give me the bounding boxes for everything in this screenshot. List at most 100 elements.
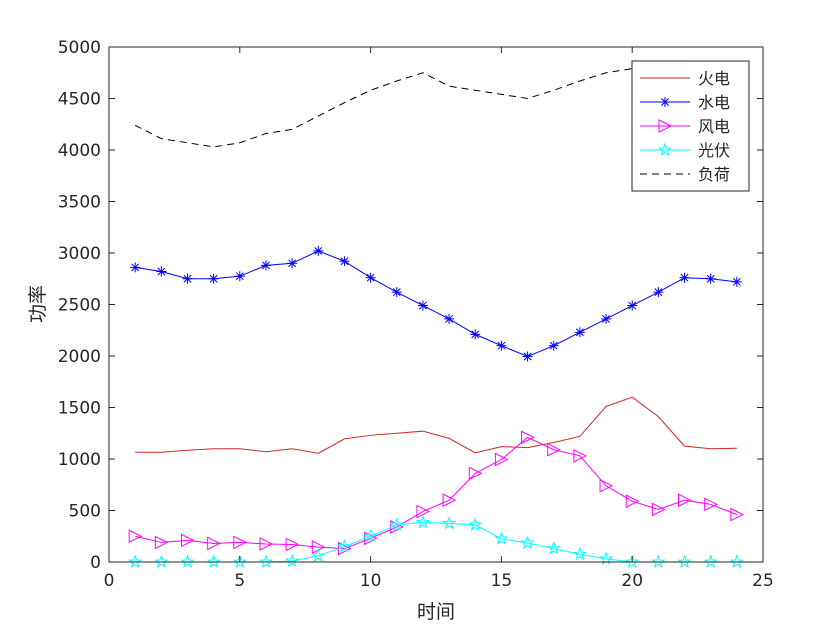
series-3-point xyxy=(206,554,221,569)
series-3-point xyxy=(598,551,614,565)
y-tick-label: 3000 xyxy=(58,244,101,264)
series-2-point xyxy=(285,537,300,552)
x-tick-label: 5 xyxy=(234,571,245,591)
series-1-point xyxy=(365,272,376,283)
series-2-point xyxy=(678,493,692,508)
legend-marker-2 xyxy=(658,119,673,133)
series-1-point xyxy=(653,287,664,298)
series-line-0 xyxy=(135,396,737,454)
series-2-point xyxy=(599,478,614,493)
series-1-point xyxy=(496,340,507,351)
series-1-point xyxy=(522,351,533,362)
series-1-point xyxy=(260,260,271,271)
series-3-point xyxy=(572,546,587,561)
legend-label-0: 火电 xyxy=(698,69,730,88)
series-2-point xyxy=(730,507,744,522)
legend-marker-1 xyxy=(660,97,670,107)
series-3-point xyxy=(154,554,169,569)
series-2-point xyxy=(547,442,561,457)
series-3-point xyxy=(703,554,718,569)
series-2-point xyxy=(259,537,274,551)
series-1-point xyxy=(208,273,219,284)
y-tick-label: 1500 xyxy=(58,399,101,419)
series-1-point xyxy=(339,256,350,267)
series-2-point xyxy=(207,536,221,551)
x-tick-label: 25 xyxy=(752,571,774,591)
series-3-point xyxy=(494,531,509,545)
series-3-point xyxy=(180,554,195,569)
series-3-point xyxy=(311,548,326,562)
legend-label-1: 水电 xyxy=(698,93,730,112)
y-tick-label: 4500 xyxy=(58,90,101,110)
legend-marker-3 xyxy=(657,142,673,157)
series-line-3 xyxy=(135,521,737,562)
series-1-point xyxy=(574,327,585,338)
y-tick-label: 4000 xyxy=(58,141,101,161)
series-1-point xyxy=(313,245,324,256)
series-1-point xyxy=(470,329,481,340)
x-tick-label: 10 xyxy=(360,571,382,591)
series-2-point xyxy=(233,535,247,550)
series-3-point xyxy=(677,554,692,569)
series-2-point xyxy=(651,502,666,517)
series-3-point xyxy=(625,554,640,569)
legend-label-3: 光伏 xyxy=(698,141,730,160)
ticks-layer: 0 5 10 15 20 25 0 500 1000 1500 2000 2500 3000 3500 40… xyxy=(58,38,774,591)
y-tick-label: 2500 xyxy=(58,296,101,316)
series-1-point xyxy=(417,300,428,311)
series-1-point xyxy=(287,258,298,269)
series-1-point xyxy=(679,272,690,283)
series-3-point xyxy=(651,554,666,569)
series-1-point xyxy=(156,266,167,277)
series-1-point xyxy=(548,340,559,351)
series-2-point xyxy=(494,452,509,467)
series-3-point xyxy=(363,528,378,543)
series-2-point xyxy=(154,535,169,550)
y-tick-label: 2000 xyxy=(58,347,101,367)
series-2-point xyxy=(573,449,587,463)
series-2-point xyxy=(625,494,640,509)
series-3-point xyxy=(285,553,300,567)
x-tick-label: 15 xyxy=(491,571,513,591)
series-3-point xyxy=(232,554,247,569)
series-3-point xyxy=(415,514,431,529)
series-2-point xyxy=(442,493,457,508)
y-tick-label: 1000 xyxy=(58,450,101,470)
y-axis-label: 功率 xyxy=(27,285,49,323)
series-1-point xyxy=(182,273,193,284)
series-1-point xyxy=(444,313,455,324)
series-1-point xyxy=(130,262,141,273)
series-1-point xyxy=(705,273,716,284)
legend-label-2: 风电 xyxy=(698,117,730,136)
series-2-point xyxy=(416,504,431,519)
series-3-point xyxy=(389,517,404,531)
series-3-point xyxy=(337,539,352,553)
series-1-point xyxy=(627,300,638,311)
series-2-point xyxy=(704,497,718,512)
series-2-point xyxy=(468,466,483,481)
series-3-point xyxy=(128,554,143,569)
legend-label-4: 负荷 xyxy=(698,165,730,184)
y-tick-label: 0 xyxy=(90,553,101,573)
series-3-point xyxy=(546,541,561,555)
y-tick-label: 3500 xyxy=(58,193,101,213)
series-1-point xyxy=(731,276,742,287)
series-3-point xyxy=(729,554,744,569)
series-3-point xyxy=(258,554,274,569)
series-1-point xyxy=(391,287,402,298)
y-tick-label: 5000 xyxy=(58,38,101,58)
series-2-point xyxy=(521,430,535,445)
series-3-point xyxy=(468,517,483,531)
x-axis-label: 时间 xyxy=(417,601,455,623)
series-3-point xyxy=(441,515,457,530)
series-2-point xyxy=(128,529,143,544)
series-1-point xyxy=(601,313,612,324)
series-3-point xyxy=(520,535,535,549)
series-1-point xyxy=(234,271,245,282)
y-tick-label: 500 xyxy=(69,502,101,522)
x-tick-label: 0 xyxy=(104,571,115,591)
series-2-point xyxy=(180,533,195,548)
x-tick-label: 20 xyxy=(621,571,643,591)
